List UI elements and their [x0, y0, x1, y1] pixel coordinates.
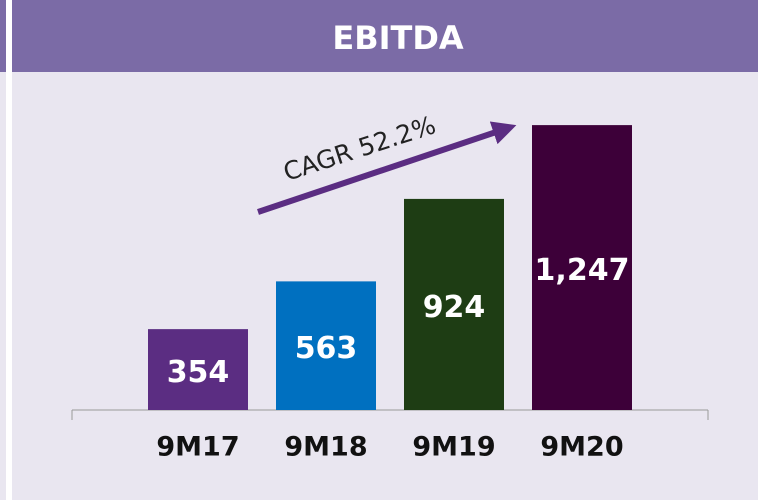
panel: [12, 0, 758, 500]
x-tick-label: 9M20: [540, 432, 623, 463]
x-tick-label: 9M19: [412, 432, 495, 463]
bar: [404, 198, 504, 410]
cagr-arrow: [257, 121, 517, 215]
side-panel-header: [0, 0, 6, 72]
side-panel: [0, 72, 6, 500]
bar: [148, 329, 248, 410]
value-label: 924: [423, 290, 486, 325]
bar: [276, 281, 376, 410]
value-label: 1,247: [535, 253, 630, 288]
value-label: 354: [167, 355, 230, 390]
panel-header: [12, 0, 758, 72]
x-tick-label: 9M18: [284, 432, 367, 463]
x-tick-label: 9M17: [156, 432, 239, 463]
value-label: 563: [295, 331, 358, 366]
chart-title: EBITDA: [332, 19, 464, 57]
bar: [532, 125, 632, 410]
